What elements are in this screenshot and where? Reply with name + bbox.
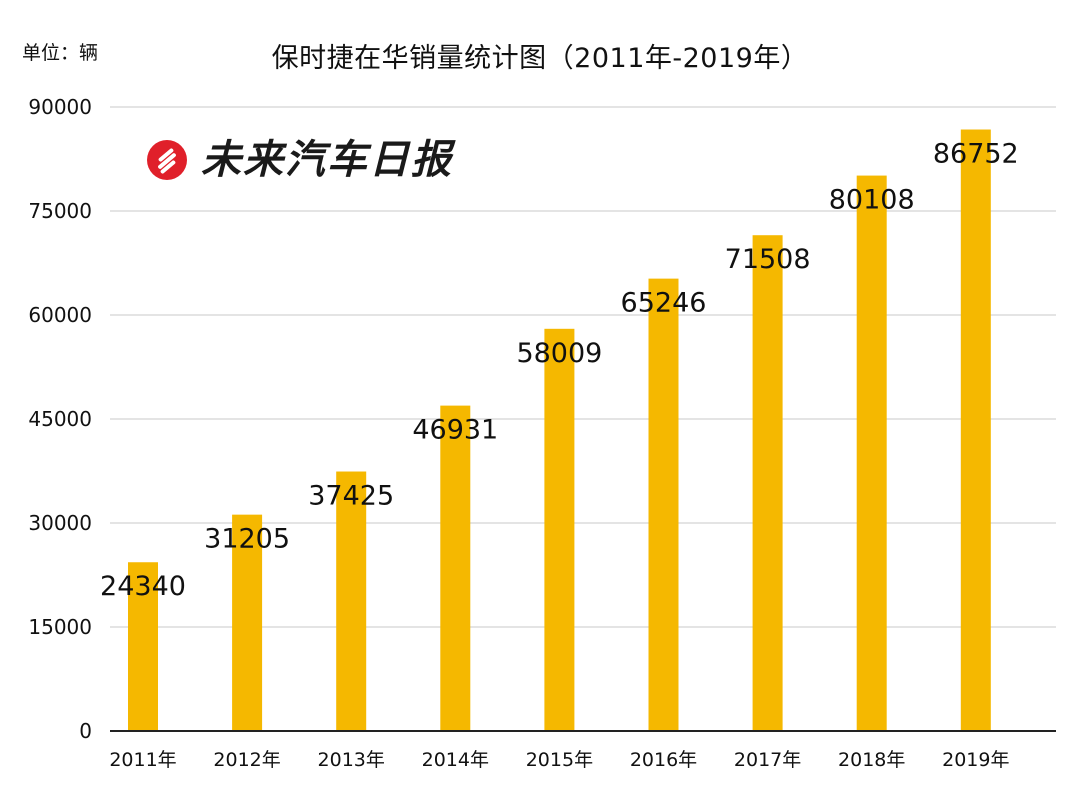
x-tick-label: 2016年 bbox=[630, 749, 697, 771]
data-label: 71508 bbox=[725, 244, 811, 275]
bar bbox=[544, 328, 575, 731]
gridlines bbox=[110, 106, 1056, 628]
bar bbox=[336, 471, 367, 731]
x-tick-label: 2019年 bbox=[942, 749, 1009, 771]
unit-label: 单位：辆 bbox=[22, 42, 99, 64]
data-labels: 24340 31205 37425 46931 58009 65246 71508 80108… bbox=[100, 139, 1019, 603]
y-tick-label: 90000 bbox=[28, 95, 92, 119]
x-tick-label: 2015年 bbox=[526, 749, 593, 771]
bar bbox=[128, 562, 158, 731]
data-label: 24340 bbox=[100, 571, 186, 602]
x-tick-label: 2018年 bbox=[838, 749, 905, 771]
bar bbox=[440, 405, 471, 731]
data-label: 86752 bbox=[933, 139, 1019, 170]
data-label: 80108 bbox=[829, 185, 915, 216]
data-label: 65246 bbox=[621, 288, 707, 319]
y-tick-label: 30000 bbox=[28, 511, 92, 535]
x-axis-ticks: 2011年 2012年 2013年 2014年 2015年 2016年 2017年 2018年… bbox=[109, 749, 1009, 771]
x-tick-label: 2017年 bbox=[734, 749, 801, 771]
brand-logo: 未来汽车日报 bbox=[147, 135, 453, 185]
x-tick-label: 2012年 bbox=[213, 749, 280, 771]
logo-mark-icon bbox=[147, 140, 187, 180]
y-tick-label: 0 bbox=[79, 719, 92, 743]
x-tick-label: 2014年 bbox=[422, 749, 489, 771]
bars bbox=[128, 129, 991, 732]
data-label: 58009 bbox=[516, 338, 602, 369]
bar bbox=[856, 175, 887, 731]
data-label: 37425 bbox=[308, 481, 394, 512]
chart-title: 保时捷在华销量统计图（2011年-2019年） bbox=[271, 43, 809, 74]
x-tick-label: 2011年 bbox=[109, 749, 176, 771]
bar bbox=[232, 514, 263, 731]
y-axis-ticks: 0 15000 30000 45000 60000 75000 90000 bbox=[28, 95, 92, 743]
data-label: 46931 bbox=[412, 415, 498, 446]
logo-text: 未来汽车日报 bbox=[201, 137, 453, 183]
x-tick-label: 2013年 bbox=[318, 749, 385, 771]
bar bbox=[960, 129, 991, 731]
bar bbox=[648, 278, 679, 731]
y-tick-label: 75000 bbox=[28, 199, 92, 223]
bar bbox=[752, 235, 783, 732]
y-tick-label: 45000 bbox=[28, 407, 92, 431]
y-tick-label: 60000 bbox=[28, 303, 92, 327]
data-label: 31205 bbox=[204, 524, 290, 555]
y-tick-label: 15000 bbox=[28, 615, 92, 639]
